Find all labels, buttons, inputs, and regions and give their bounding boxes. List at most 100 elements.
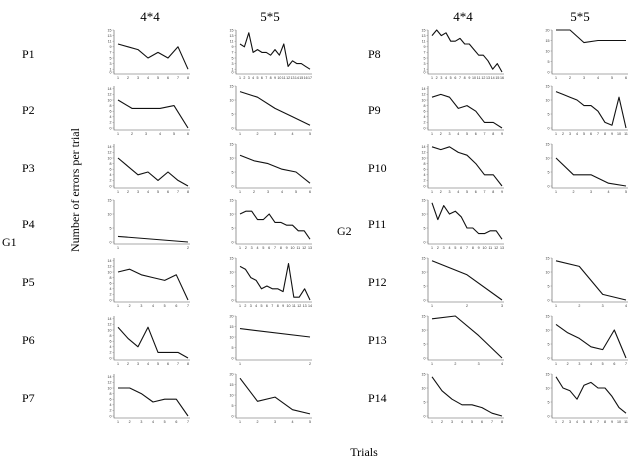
y-tick-label: 5 [548, 60, 550, 64]
panel-p2-5x5: 0 5 10 15 1 2 3 4 5 [230, 84, 312, 136]
group-label-g2: G2 [337, 224, 352, 238]
series-line-p5-5x5 [239, 263, 311, 301]
x-tick-label: 13 [486, 76, 490, 80]
x-tick-label: 5 [262, 246, 264, 250]
axis-frame-p12-5x5 [551, 258, 628, 303]
y-tick-label: 15 [422, 28, 426, 32]
y-tick-label: 12 [108, 93, 112, 97]
x-tick-label: 4 [576, 420, 578, 424]
x-tick-label: 4 [147, 190, 149, 194]
x-tick-label: 2 [569, 76, 571, 80]
y-tick-label: 5 [110, 56, 112, 60]
y-tick-label: 10 [230, 98, 234, 102]
panel-p7-5x5: 0 5 10 15 20 1 2 3 4 5 [230, 372, 312, 424]
x-tick-label: 7 [187, 420, 189, 424]
x-tick-label: 1 [431, 132, 433, 136]
y-tick-label: 4 [110, 173, 112, 177]
axis-frame-p2-4x4 [113, 86, 190, 131]
x-tick-label: 5 [295, 190, 297, 194]
y-tick-label: 15 [230, 325, 234, 329]
x-tick-label: 3 [137, 76, 139, 80]
series-line-p14-5x5 [555, 376, 627, 414]
y-tick-label: 10 [422, 386, 426, 390]
axis-frame-p5-5x5 [235, 258, 312, 303]
x-tick-label: 1 [555, 190, 557, 194]
y-tick-label: 11 [108, 40, 112, 44]
y-tick-label: 15 [108, 28, 112, 32]
y-tick-label: 1 [232, 68, 234, 72]
y-tick-label: 20 [230, 372, 234, 376]
x-tick-label: 4 [445, 76, 447, 80]
y-tick-label: 4 [110, 115, 112, 119]
participant-label-p7: P7 [22, 391, 35, 405]
axis-frame-p13-4x4 [427, 316, 504, 361]
series-line-p4-4x4 [117, 235, 189, 243]
series-line-p11-4x4 [431, 202, 503, 240]
participant-label-p14: P14 [368, 391, 387, 405]
participant-label-p12: P12 [368, 275, 387, 289]
series-line-p9-4x4 [431, 93, 503, 129]
x-tick-label: 2 [257, 420, 259, 424]
participant-label-p3: P3 [22, 161, 35, 175]
y-tick-label: 12 [422, 151, 426, 155]
y-tick-label: 5 [548, 170, 550, 174]
y-tick-label: 15 [546, 314, 550, 318]
y-tick-label: 13 [108, 34, 112, 38]
y-tick-label: 15 [422, 372, 426, 376]
y-tick-label: 8 [110, 162, 112, 166]
y-tick-label: 14 [108, 317, 112, 321]
y-tick-label: 4 [424, 115, 426, 119]
x-tick-label: 8 [492, 190, 494, 194]
participant-label-p8: P8 [368, 47, 381, 61]
axis-frame-p13-5x5 [551, 316, 628, 361]
y-tick-label: 15 [422, 198, 426, 202]
x-tick-label: 1 [239, 420, 241, 424]
y-tick-label: 7 [110, 51, 112, 55]
x-tick-label: 9 [478, 246, 480, 250]
x-tick-label: 12 [494, 246, 498, 250]
x-tick-label: 2 [127, 362, 129, 366]
y-tick-label: 10 [108, 386, 112, 390]
x-tick-label: 9 [611, 132, 613, 136]
col-header-left-5x5: 5*5 [260, 9, 280, 24]
y-tick-label: 5 [548, 400, 550, 404]
x-tick-label: 1 [239, 190, 241, 194]
axis-frame-p11-4x4 [427, 200, 504, 245]
y-tick-label: 0 [548, 70, 550, 74]
y-tick-label: 0 [548, 184, 550, 188]
col-header-left-4x4: 4*4 [140, 9, 160, 24]
x-tick-label: 3 [583, 76, 585, 80]
axis-frame-p3-4x4 [113, 144, 190, 189]
participant-label-p1: P1 [22, 47, 35, 61]
y-tick-label: 10 [230, 393, 234, 397]
x-tick-label: 2 [244, 304, 246, 308]
y-tick-label: 5 [548, 284, 550, 288]
x-tick-label: 2 [127, 190, 129, 194]
y-tick-label: 0 [424, 298, 426, 302]
y-axis-title: Number of errors per trial [68, 127, 82, 252]
axis-frame-p10-4x4 [427, 144, 504, 189]
participant-label-p9: P9 [368, 103, 381, 117]
y-tick-label: 10 [108, 98, 112, 102]
x-tick-label: 10 [472, 76, 476, 80]
x-tick-label: 2 [466, 304, 468, 308]
y-tick-label: 8 [110, 334, 112, 338]
x-tick-label: 5 [164, 420, 166, 424]
x-tick-label: 6 [187, 132, 189, 136]
x-tick-label: 1 [431, 246, 433, 250]
series-line-p7-5x5 [239, 377, 311, 415]
x-tick-label: 6 [460, 246, 462, 250]
panel-p4-4x4: 0 5 10 15 1 2 [108, 198, 190, 250]
panel-p13-5x5: 0 5 10 15 1 2 3 4 5 6 7 [546, 314, 628, 366]
x-tick-label: 8 [270, 76, 272, 80]
x-tick-label: 1 [117, 76, 119, 80]
x-tick-label: 10 [483, 246, 487, 250]
y-tick-label: 10 [546, 328, 550, 332]
x-tick-label: 5 [157, 362, 159, 366]
x-tick-label: 6 [475, 190, 477, 194]
x-tick-label: 3 [449, 190, 451, 194]
y-tick-label: 0 [424, 414, 426, 418]
